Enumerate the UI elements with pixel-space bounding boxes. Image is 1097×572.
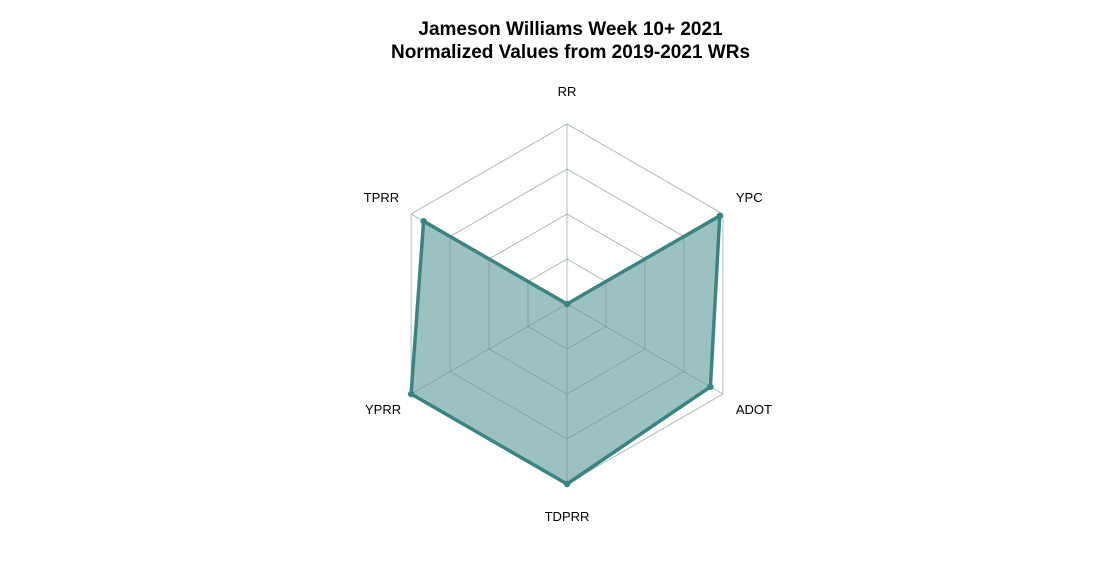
data-point-yprr xyxy=(407,390,415,398)
axis-label-rr: RR xyxy=(558,84,577,99)
axis-spoke-overlay-yprr xyxy=(410,303,568,395)
chart-subtitle: Normalized Values from 2019-2021 WRs xyxy=(390,42,751,63)
data-point-tprr xyxy=(420,218,427,225)
axis-label-ypc: YPC xyxy=(736,190,763,205)
data-point-rr xyxy=(563,300,571,308)
chart-title: Jameson Williams Week 10+ 2021 xyxy=(418,19,723,40)
axis-spoke-overlay-adot xyxy=(566,303,724,395)
axis-label-tdprr: TDPRR xyxy=(545,509,590,524)
data-point-ypc xyxy=(716,212,723,219)
axis-label-tprr: TPRR xyxy=(364,190,399,205)
axis-label-yprr: YPRR xyxy=(365,402,401,417)
data-point-adot xyxy=(707,383,714,390)
data-point-tdprr xyxy=(563,480,571,488)
axis-label-adot: ADOT xyxy=(736,402,772,417)
series-area xyxy=(411,215,720,485)
